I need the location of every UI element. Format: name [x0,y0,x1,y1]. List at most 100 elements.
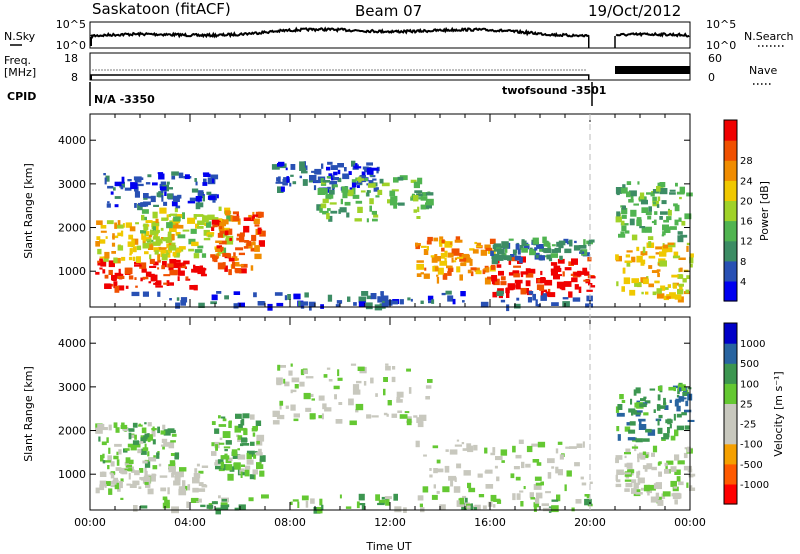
echo-cell [496,256,504,261]
echo-cell [151,230,159,235]
echo-cell [338,402,343,405]
echo-cell [506,304,510,312]
echo-cell [193,284,198,291]
echo-cell [493,498,501,502]
echo-cell [477,473,483,478]
echo-cell [565,446,571,449]
echo-cell [202,172,210,175]
echo-cell [533,505,537,512]
echo-cell [416,273,422,277]
echo-cell [110,191,114,195]
echo-cell [615,483,622,488]
velocity-echo-cells [95,363,696,515]
echo-cell [128,468,133,472]
echo-cell [166,193,173,199]
echo-cell [501,460,505,463]
echo-cell [554,247,561,253]
echo-cell [124,187,132,191]
echo-cell [520,273,524,278]
echo-cell [147,422,152,427]
echo-cell [153,455,156,458]
echo-cell [158,463,162,467]
echo-cell [231,449,238,456]
echo-cell [355,163,358,169]
echo-cell [484,447,488,454]
echo-cell [344,167,347,172]
echo-cell [163,282,168,285]
echo-cell [294,384,299,389]
echo-cell [664,462,668,467]
echo-cell [178,246,186,250]
echo-cell [222,464,227,471]
echo-cell [143,193,149,198]
echo-cell [438,469,441,472]
velocity-x-ticks [89,317,691,510]
echo-cell [492,255,498,260]
y-tick-label: 3000 [58,381,86,394]
x-axis-label: Time UT [365,540,411,553]
echo-cell [519,257,523,264]
echo-cell [535,492,543,499]
echo-cell [222,431,231,438]
colorbar-swatch [724,383,737,404]
echo-cell [326,176,331,179]
echo-cell [175,205,181,209]
echo-cell [168,265,174,271]
echo-cell [386,413,389,417]
echo-cell [656,288,662,294]
echo-cell [625,476,630,479]
echo-cell [503,255,512,261]
echo-cell [144,467,147,472]
y-tick-label: 3000 [58,178,86,191]
cpid-strip: CPID N/A -3350 twofsound -3501 [7,82,606,106]
echo-cell [135,285,138,288]
colorbar-swatch [724,423,737,445]
noise-trace-2 [90,36,616,48]
echo-cell [218,240,227,245]
echo-cell [676,413,682,418]
echo-cell [111,482,117,485]
echo-cell [369,173,373,177]
echo-cell [146,224,150,227]
echo-cell [454,239,463,243]
echo-cell [513,265,521,268]
echo-cell [530,497,535,500]
echo-cell [198,470,204,474]
echo-cell [413,195,419,202]
echo-cell [616,188,620,196]
echo-cell [162,424,166,430]
echo-cell [159,183,165,189]
echo-cell [241,418,245,426]
echo-cell [175,224,184,229]
echo-cell [366,295,372,300]
echo-cell [107,185,114,189]
echo-cell [558,240,566,246]
echo-cell [493,243,502,248]
echo-cell [128,234,134,240]
echo-cell [416,193,423,197]
echo-cell [658,414,663,419]
echo-cell [431,299,435,304]
echo-cell [147,488,154,495]
echo-cell [480,249,487,256]
echo-cell [452,298,456,305]
echo-cell [250,441,255,446]
echo-cell [349,420,357,426]
echo-cell [671,274,679,278]
echo-cell [677,460,685,465]
echo-cell [689,487,696,491]
echo-cell [159,475,168,478]
echo-cell [510,473,515,479]
echo-cell [514,255,521,261]
echo-cell [303,392,311,400]
echo-cell [203,178,207,186]
colorbar-swatch [724,323,737,344]
colorbar-swatch [724,343,737,364]
echo-cell [293,418,299,422]
echo-cell [206,191,212,195]
echo-cell [137,177,144,180]
colorbar-swatch [724,403,737,425]
echo-cell [152,426,155,432]
echo-cell [333,171,338,176]
